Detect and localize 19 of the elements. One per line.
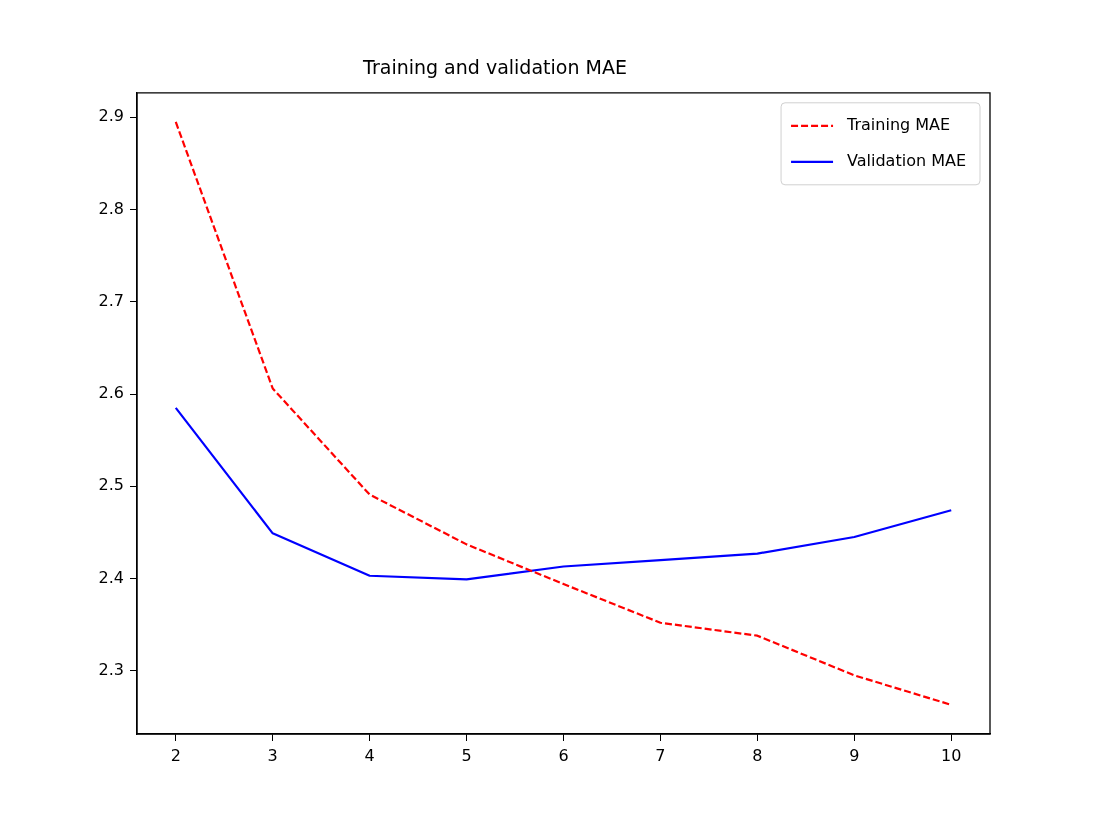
y-tick-label: 2.9 — [98, 106, 124, 126]
x-tick-label: 2 — [170, 745, 181, 765]
x-tick-label: 10 — [941, 745, 962, 765]
x-tick-label: 5 — [461, 745, 472, 765]
y-tick-label: 2.7 — [98, 290, 124, 310]
y-tick-label: 2.6 — [98, 383, 124, 403]
y-tick-label: 2.3 — [98, 659, 124, 679]
y-tick-label: 2.8 — [98, 198, 124, 218]
legend-label: Validation MAE — [847, 150, 966, 170]
legend-label: Training MAE — [846, 114, 951, 134]
chart-title: Training and validation MAE — [362, 56, 627, 79]
x-tick-label: 6 — [558, 745, 569, 765]
x-tick-label: 8 — [752, 745, 763, 765]
x-tick-label: 3 — [267, 745, 278, 765]
x-tick-label: 7 — [655, 745, 666, 765]
y-tick-label: 2.4 — [98, 567, 124, 587]
x-tick-label: 4 — [364, 745, 375, 765]
y-tick-label: 2.5 — [98, 475, 124, 495]
x-tick-label: 9 — [849, 745, 860, 765]
